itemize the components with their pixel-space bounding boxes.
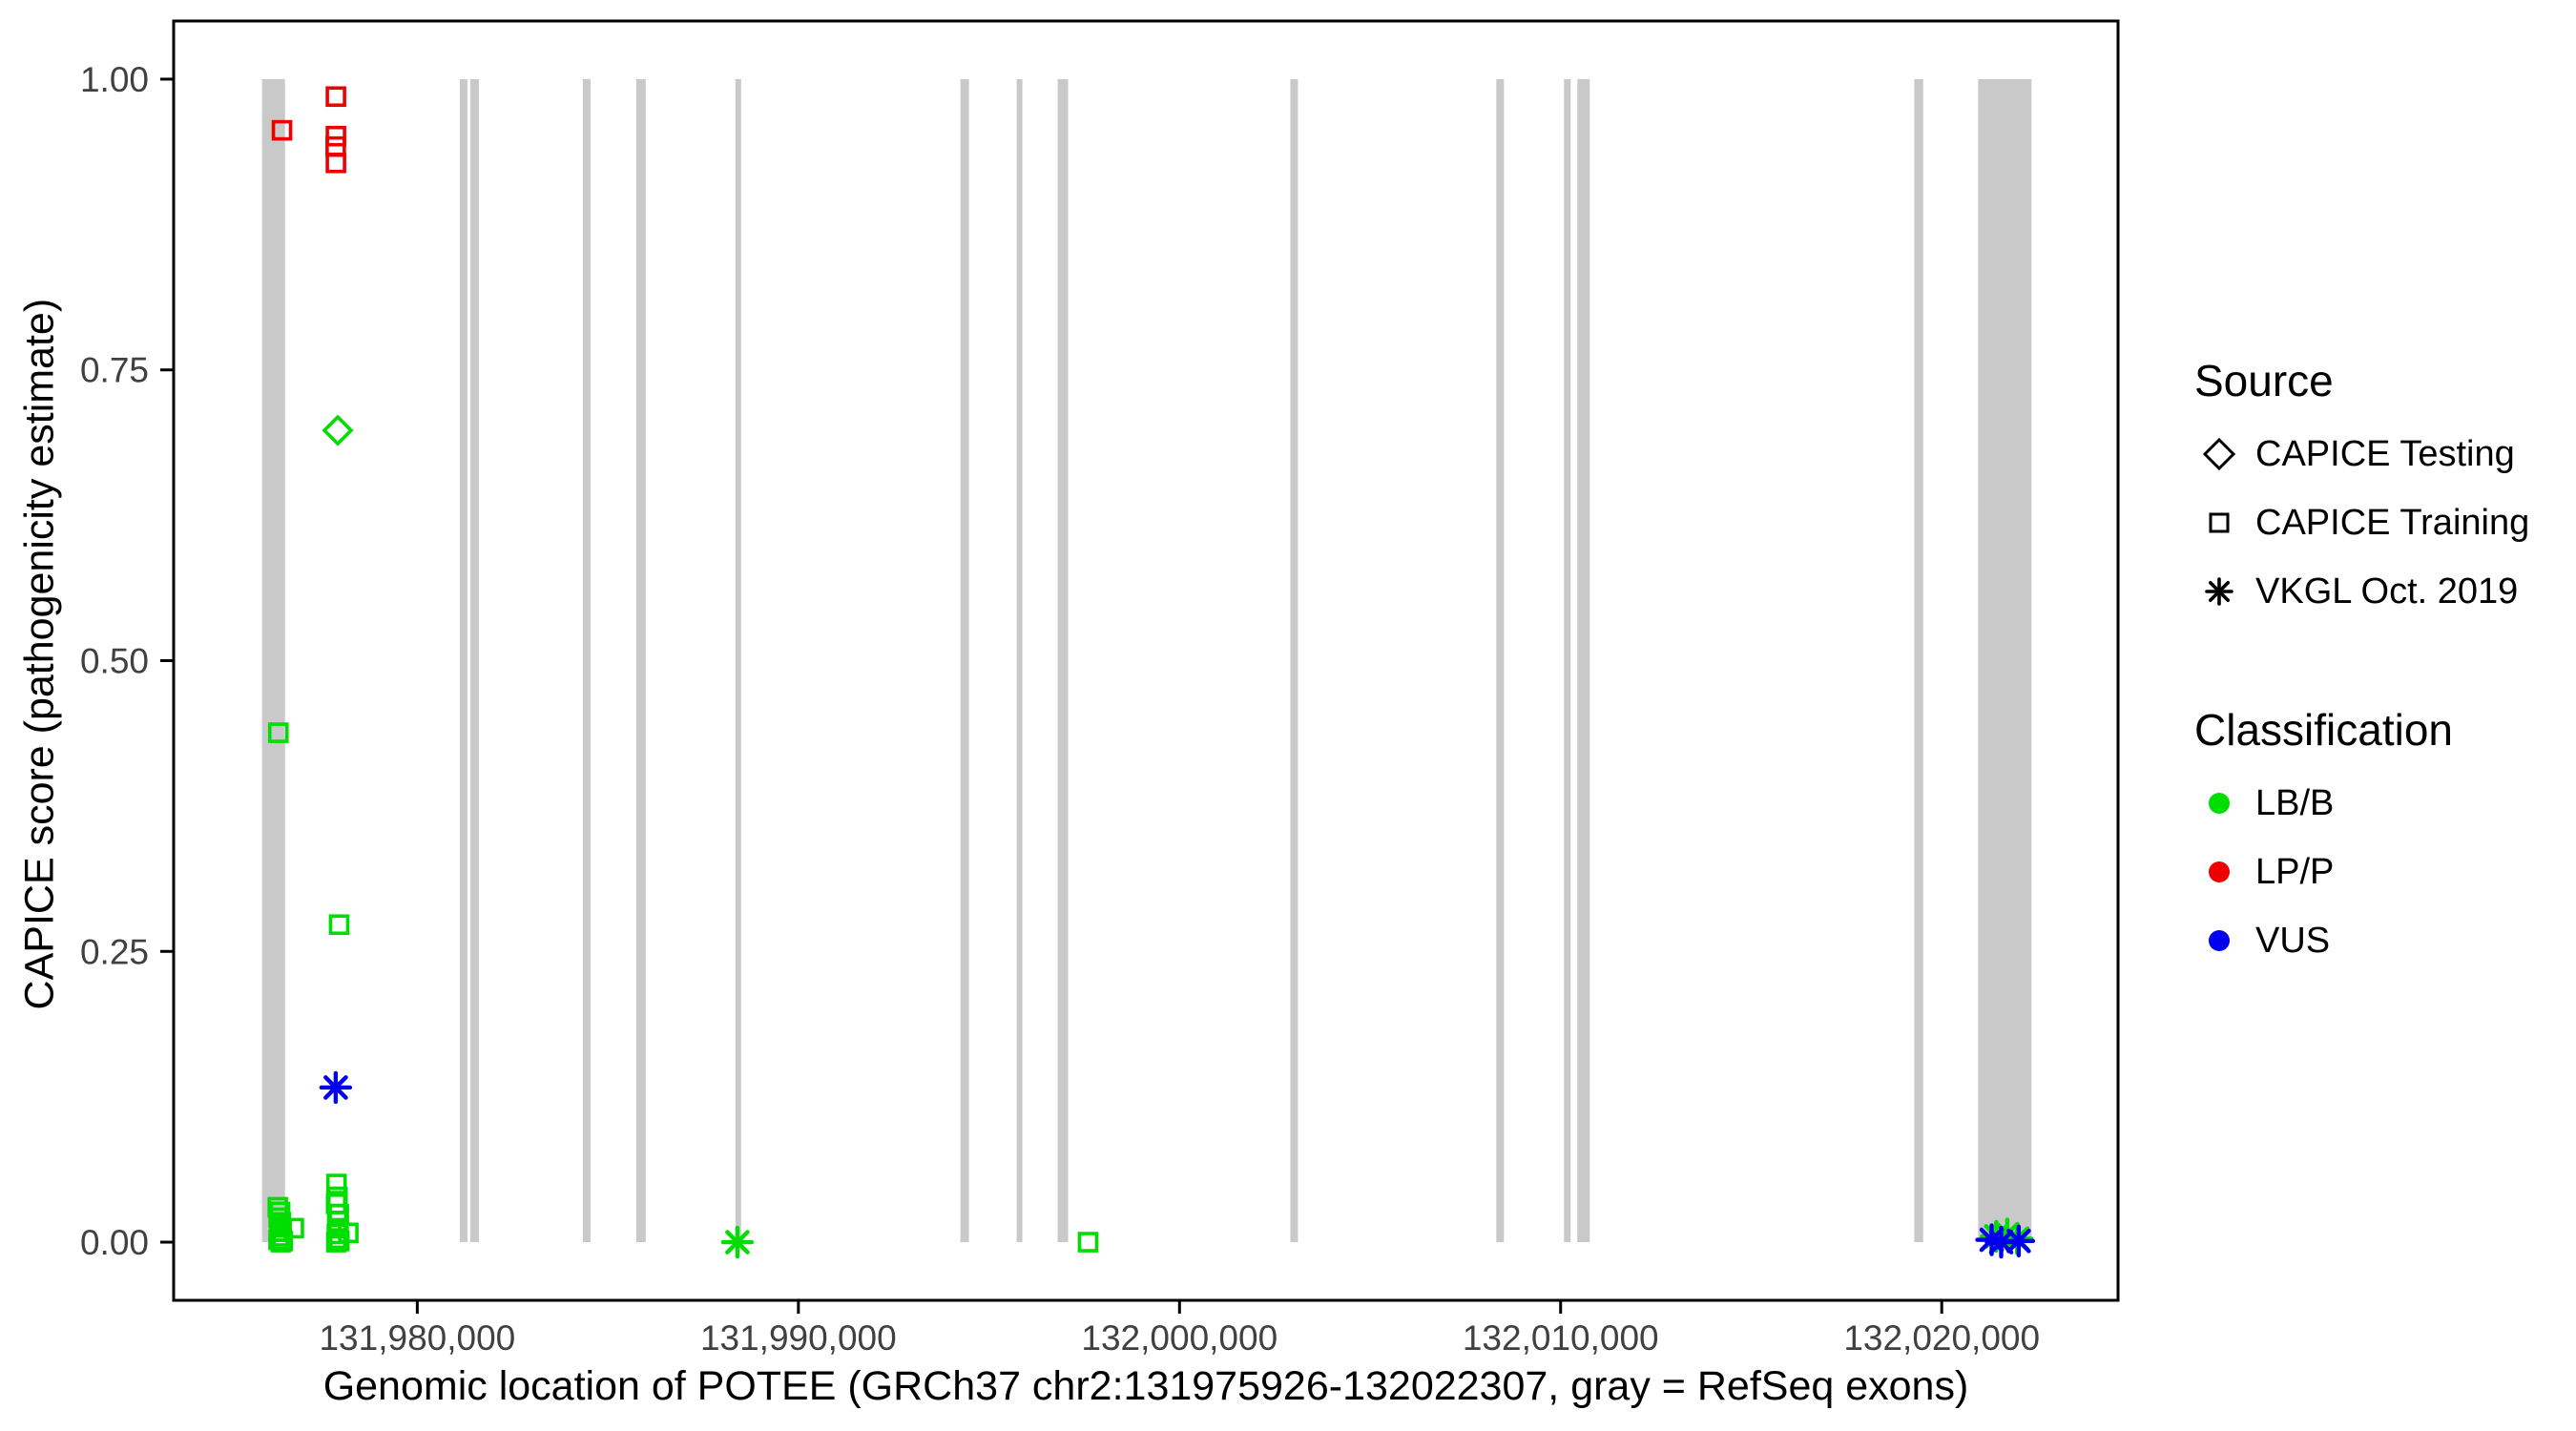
exon-bar bbox=[1016, 78, 1023, 1243]
y-tick-label: 0.25 bbox=[80, 932, 149, 971]
legend-classification: Classification LB/B LP/P VUS bbox=[2194, 704, 2453, 975]
square-icon bbox=[2209, 512, 2230, 533]
point-square bbox=[325, 86, 346, 108]
exon-bar bbox=[459, 78, 467, 1243]
x-tick-label: 132,010,000 bbox=[1463, 1318, 1659, 1358]
exon-bar bbox=[1978, 78, 2032, 1243]
y-tick-label: 0.75 bbox=[80, 351, 149, 390]
point-square bbox=[325, 1173, 347, 1194]
point-square bbox=[338, 1222, 359, 1244]
legend-item-label: VUS bbox=[2255, 920, 2331, 961]
point-square bbox=[283, 1217, 304, 1239]
legend-item-label: VKGL Oct. 2019 bbox=[2255, 570, 2519, 612]
point-asterisk bbox=[720, 1225, 755, 1259]
exon-bar bbox=[960, 78, 969, 1243]
exon-bar bbox=[735, 78, 741, 1243]
legend-source: Source CAPICE Testing CAPICE Training VKGL… bbox=[2194, 355, 2529, 626]
dot-icon bbox=[2209, 930, 2230, 951]
legend-item-label: LB/B bbox=[2255, 782, 2335, 823]
point-square bbox=[272, 1231, 294, 1252]
y-tick-label: 0.00 bbox=[80, 1223, 149, 1262]
exon-bar bbox=[635, 78, 646, 1243]
legend-source-title: Source bbox=[2194, 356, 2334, 405]
exon-bar bbox=[1057, 78, 1069, 1243]
legend-item-diamond: CAPICE Testing bbox=[2194, 420, 2529, 488]
legend-classification-title: Classification bbox=[2194, 705, 2453, 755]
x-tick-label: 132,000,000 bbox=[1081, 1318, 1278, 1358]
legend-item-label: CAPICE Training bbox=[2255, 502, 2530, 543]
point-asterisk bbox=[319, 1070, 353, 1105]
legend-item-lb-b: LB/B bbox=[2194, 769, 2453, 838]
legend-item-label: CAPICE Testing bbox=[2255, 433, 2515, 474]
dot-icon bbox=[2209, 793, 2230, 814]
legend-item-asterisk: VKGL Oct. 2019 bbox=[2194, 557, 2529, 626]
legend-classification-items: LB/B LP/P VUS bbox=[2194, 769, 2453, 975]
legend-item-square: CAPICE Training bbox=[2194, 488, 2529, 557]
x-tick-label: 131,980,000 bbox=[319, 1318, 515, 1358]
x-axis-title: Genomic location of POTEE (GRCh37 chr2:1… bbox=[322, 1363, 1969, 1409]
exon-bar bbox=[1290, 78, 1298, 1243]
exon-bar bbox=[1496, 78, 1505, 1243]
x-tick-label: 132,020,000 bbox=[1843, 1318, 2040, 1358]
asterisk-icon bbox=[2205, 577, 2233, 606]
legend-item-lp-p: LP/P bbox=[2194, 838, 2453, 906]
point-square bbox=[271, 119, 293, 141]
y-tick-label: 0.50 bbox=[80, 642, 149, 681]
exon-bar bbox=[1914, 78, 1923, 1243]
exon-bar bbox=[1577, 78, 1590, 1243]
dot-icon bbox=[2209, 861, 2230, 882]
panel-border bbox=[172, 19, 2120, 1302]
point-asterisk bbox=[2002, 1224, 2036, 1258]
y-tick-label: 1.00 bbox=[80, 60, 149, 99]
diamond-icon bbox=[2202, 437, 2236, 471]
legend-source-items: CAPICE Testing CAPICE Training VKGL Oct. 2… bbox=[2194, 420, 2529, 626]
y-axis-title: CAPICE score (pathogenicity estimate) bbox=[16, 298, 63, 1010]
point-square bbox=[267, 1196, 288, 1218]
legend-item-vus: VUS bbox=[2194, 906, 2453, 975]
exon-bar bbox=[261, 78, 285, 1243]
exon-bar bbox=[582, 78, 591, 1243]
point-diamond bbox=[322, 414, 354, 446]
point-square bbox=[325, 152, 346, 174]
point-square bbox=[328, 914, 350, 936]
x-tick-label: 131,990,000 bbox=[700, 1318, 897, 1358]
exon-bar bbox=[1564, 78, 1571, 1243]
legend-item-label: LP/P bbox=[2255, 851, 2335, 892]
point-square bbox=[267, 722, 289, 743]
point-square bbox=[325, 125, 346, 147]
exon-bar bbox=[469, 78, 479, 1243]
point-square bbox=[1077, 1232, 1099, 1253]
